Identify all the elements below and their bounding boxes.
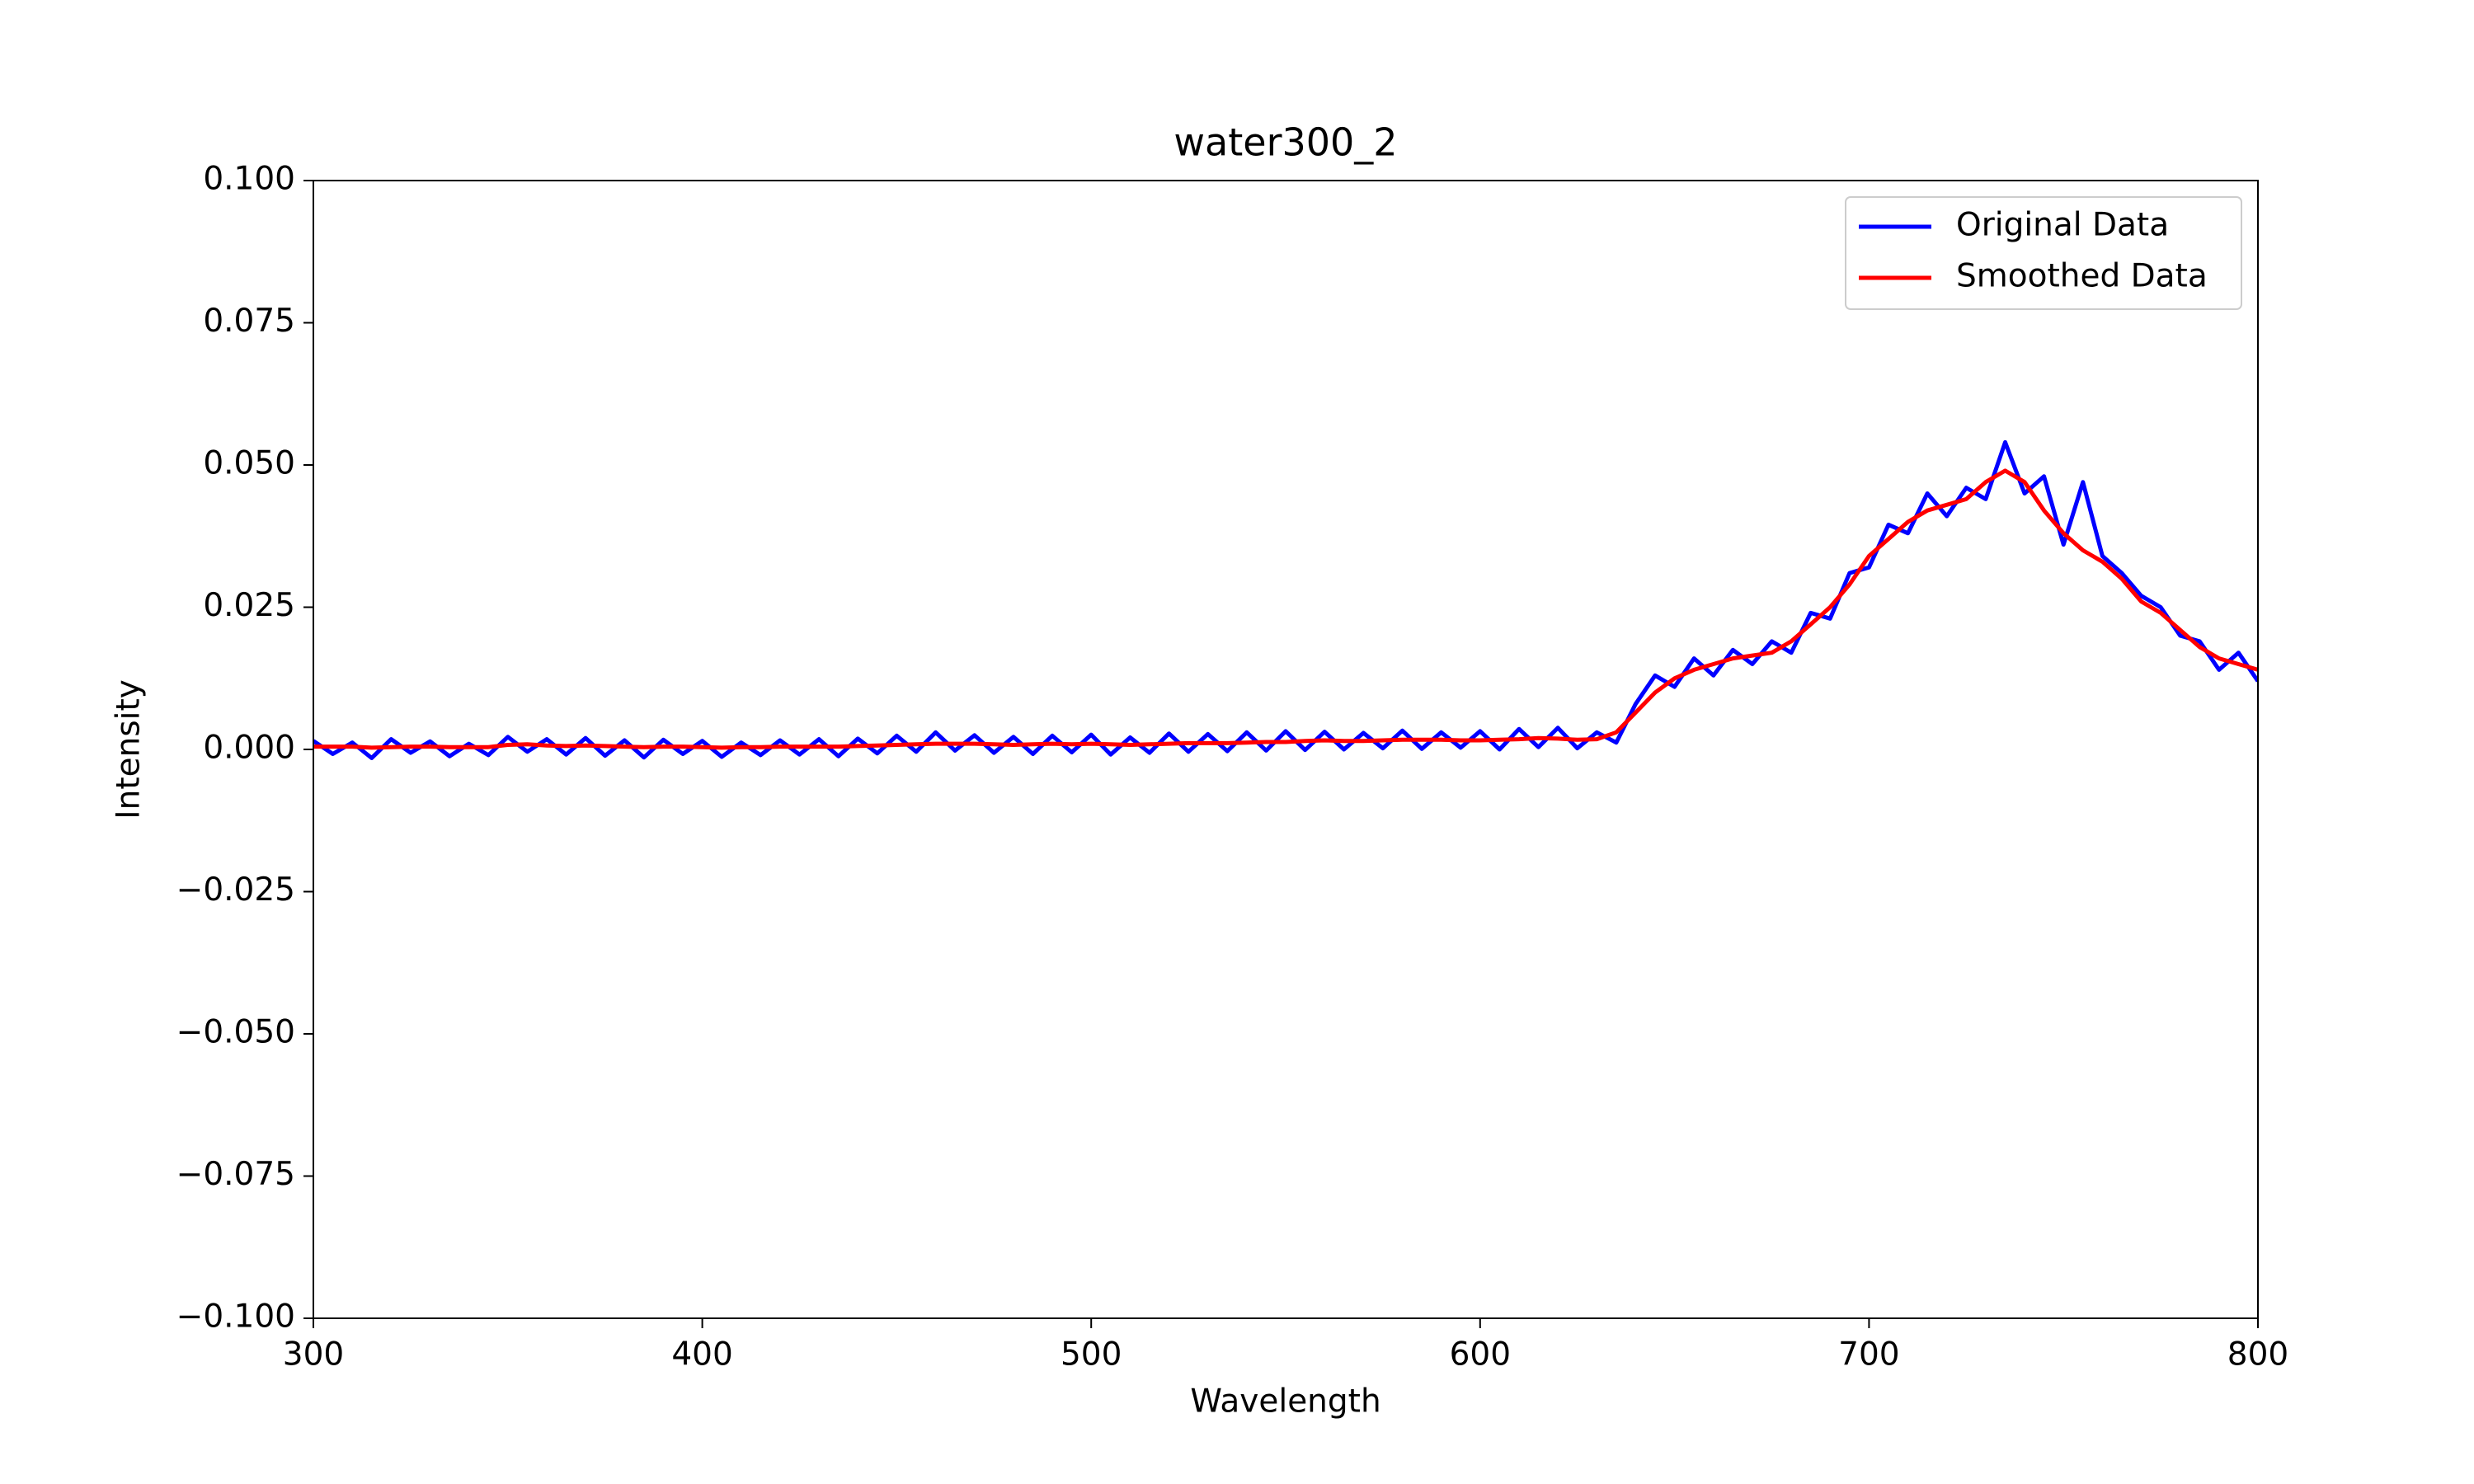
y-tick-label: 0.100 bbox=[203, 161, 295, 198]
plot-frame bbox=[313, 180, 2259, 1319]
x-tick-label: 500 bbox=[1061, 1336, 1122, 1374]
y-tick-label: 0.000 bbox=[203, 730, 295, 767]
y-tick-label: −0.050 bbox=[176, 1014, 295, 1051]
x-tick-label: 600 bbox=[1450, 1336, 1511, 1374]
y-tick-label: −0.075 bbox=[176, 1156, 295, 1193]
y-tick-label: −0.100 bbox=[176, 1298, 295, 1336]
y-tick-label: 0.050 bbox=[203, 445, 295, 482]
y-tick-label: −0.025 bbox=[176, 871, 295, 909]
x-tick-label: 800 bbox=[2227, 1336, 2288, 1374]
legend-box bbox=[1845, 196, 2242, 310]
series-line bbox=[313, 439, 2258, 760]
x-tick-label: 700 bbox=[1838, 1336, 1899, 1374]
series-line bbox=[313, 468, 2258, 750]
y-tick-label: 0.025 bbox=[203, 587, 295, 624]
chart-title: water300_2 bbox=[1174, 120, 1397, 165]
x-tick-label: 400 bbox=[671, 1336, 732, 1374]
y-axis-label: Intensity bbox=[111, 679, 148, 819]
x-axis-label: Wavelength bbox=[1190, 1383, 1380, 1421]
legend-label: Smoothed Data bbox=[1956, 258, 2208, 295]
legend-label: Original Data bbox=[1956, 207, 2169, 244]
y-tick-label: 0.075 bbox=[203, 303, 295, 340]
x-tick-label: 300 bbox=[283, 1336, 344, 1374]
